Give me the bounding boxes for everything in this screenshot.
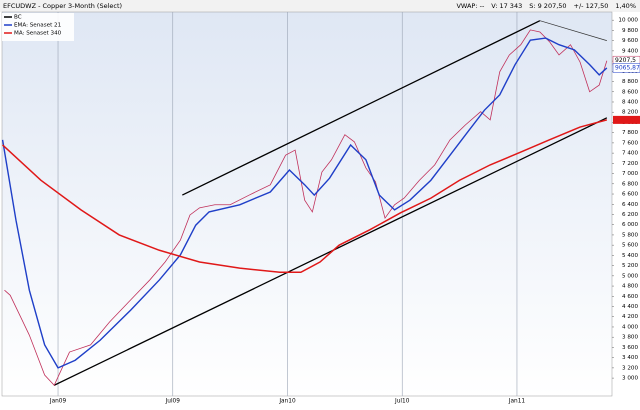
x-tick-label: Jul09 [165, 399, 181, 405]
y-tick-label: 3 200 [622, 365, 638, 371]
x-tick-label: Jan09 [49, 399, 67, 405]
x-tick-label: Jan10 [278, 399, 296, 405]
y-tick-label: 9 400 [622, 48, 638, 54]
value-label: 9065,87 [615, 64, 640, 71]
y-tick-label: 5 200 [622, 263, 638, 269]
y-tick-label: 8 600 [622, 89, 638, 95]
y-tick-label: 6 600 [622, 192, 638, 198]
legend-box [2, 13, 74, 41]
header-stat: 1,40% [615, 2, 636, 10]
legend-label: BC [14, 15, 22, 21]
header-stat: V: 17 343 [491, 2, 522, 10]
trendline [539, 20, 607, 41]
header-stat: VWAP: -- [456, 2, 484, 10]
y-tick-label: 6 800 [622, 181, 638, 187]
y-tick-label: 7 000 [622, 171, 638, 177]
value-label-box [612, 63, 640, 73]
y-tick-label: 4 600 [622, 294, 638, 300]
y-tick-label: 6 000 [622, 222, 638, 228]
grid [57, 12, 518, 396]
y-tick-label: 5 800 [622, 232, 638, 238]
header-stat: S: 9 207,50 [529, 2, 566, 10]
header-stat: +/- 127,50 [574, 2, 609, 10]
y-tick-label: 4 000 [622, 324, 638, 330]
y-tick-label: 3 000 [622, 376, 638, 382]
trendline [182, 20, 541, 196]
y-tick-label: 7 800 [622, 130, 638, 136]
trendline [53, 117, 608, 386]
header-stats: 1,40% +/- 127,50 S: 9 207,50 V: 17 343 VWAP:… [456, 2, 636, 10]
y-tick-label: 7 200 [622, 161, 638, 167]
y-tick-label: 7 600 [622, 140, 638, 146]
series-line [1, 37, 608, 369]
y-tick-label: 5 600 [622, 243, 638, 249]
y-tick-label: 3 800 [622, 335, 638, 341]
y-tick-label: 5 400 [622, 253, 638, 259]
header-bar [0, 0, 640, 12]
y-tick-label: 9 600 [622, 38, 638, 44]
y-tick-label: 3 600 [622, 345, 638, 351]
y-tick-label: 4 400 [622, 304, 638, 310]
y-tick-label: 8 400 [622, 99, 638, 105]
y-tick-label: 6 400 [622, 202, 638, 208]
series-line [2, 119, 608, 274]
chart-title: EFCUDWZ - Copper 3-Month (Select) [3, 2, 122, 10]
x-tick-label: Jul10 [394, 399, 410, 405]
legend-label: MA: Senaset 340 [14, 31, 62, 37]
y-tick-label: 8 200 [622, 110, 638, 116]
y-tick-label: 8 800 [622, 79, 638, 85]
y-tick-label: 4 200 [622, 314, 638, 320]
legend: BC EMA: Senaset 21 MA: Senaset 340 [4, 15, 62, 37]
series-line [4, 29, 608, 386]
legend-label: EMA: Senaset 21 [14, 23, 62, 29]
value-marker [613, 115, 640, 124]
y-tick-label: 5 000 [622, 273, 638, 279]
axes: 3 000 3 200 3 400 3 600 3 800 4 000 4 200 4 400… [49, 18, 640, 405]
y-tick-label: 7 400 [622, 151, 638, 157]
y-tick-label: 6 200 [622, 212, 638, 218]
y-tick-label: 9 800 [622, 28, 638, 34]
marks [1, 20, 608, 386]
x-tick-label: Jan11 [508, 399, 526, 405]
y-tick-label: 3 400 [622, 355, 638, 361]
y-tick-label: 10 000 [618, 18, 638, 24]
y-tick-label: 4 800 [622, 284, 638, 290]
value-label: 9207,5 [615, 57, 636, 64]
